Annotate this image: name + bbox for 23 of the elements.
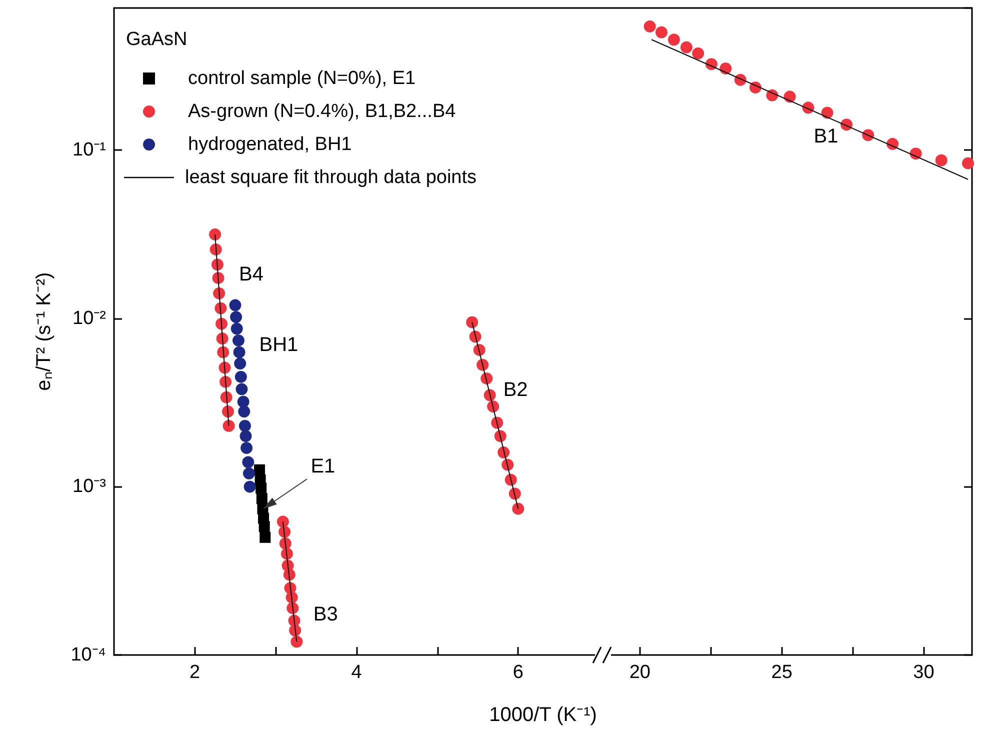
annotation: B4 (239, 263, 264, 286)
x-tick-label: 20 (629, 662, 650, 683)
x-tick-label: 4 (351, 662, 362, 683)
annotation: BH1 (259, 334, 298, 356)
legend-label: least square fit through data points (185, 167, 477, 188)
y-tick-label: 10⁻² (72, 308, 106, 329)
legend-title: GaAsN (126, 29, 188, 50)
annotation: B1 (814, 126, 838, 148)
x-tick-label: 6 (512, 662, 524, 683)
y-tick-label: 10⁻³ (72, 476, 106, 498)
x-axis-title: 1000/T (K⁻¹) (488, 703, 598, 727)
legend-label: hydrogenated, BH1 (188, 134, 352, 155)
y-tick-label: 10⁻¹ (72, 140, 106, 161)
legend-label: As-grown (N=0.4%), B1,B2...B4 (188, 101, 456, 122)
annotation: E1 (310, 456, 336, 478)
y-axis-title: eₙ/T² (s⁻¹ K⁻²) (33, 272, 55, 391)
y-tick-label: 10⁻⁴ (70, 644, 106, 666)
annotation: B2 (503, 378, 528, 401)
x-tick-label: 2 (190, 662, 200, 683)
x-tick-label: 30 (913, 662, 934, 683)
annotation: B3 (313, 604, 338, 626)
x-tick-label: 25 (771, 662, 792, 683)
legend-label: control sample (N=0%), E1 (188, 68, 416, 89)
